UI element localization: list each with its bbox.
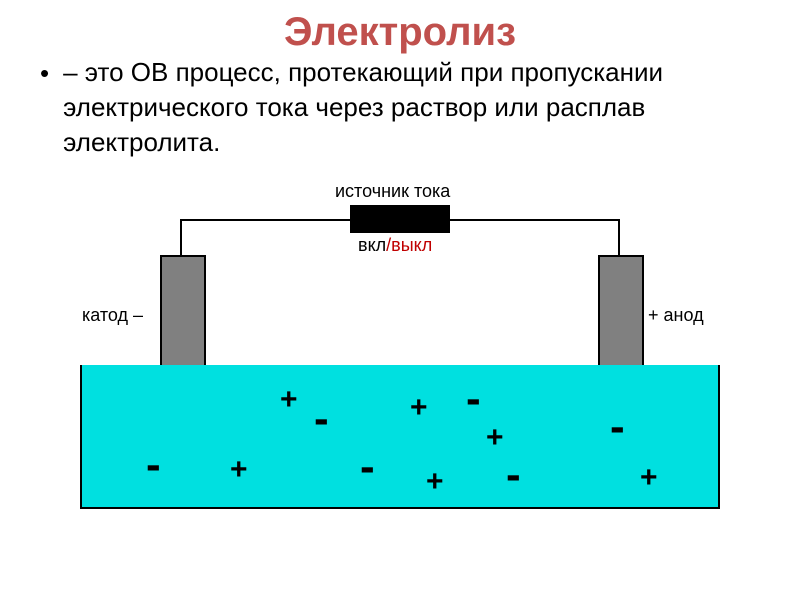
slide-title: Электролиз xyxy=(0,0,800,55)
anion-symbol: - xyxy=(146,443,161,487)
cation-symbol: + xyxy=(280,385,298,415)
bullet-row: • – это ОВ процесс, протекающий при проп… xyxy=(0,55,800,160)
bullet-text: – это ОВ процесс, протекающий при пропус… xyxy=(63,55,770,160)
cation-symbol: + xyxy=(230,455,248,485)
cation-symbol: + xyxy=(426,467,444,497)
anion-symbol: - xyxy=(360,445,375,489)
anion-symbol: - xyxy=(610,405,625,449)
cation-symbol: + xyxy=(410,393,428,423)
ions-layer: +-+-+--+-+-+ xyxy=(80,175,720,515)
cation-symbol: + xyxy=(640,463,658,493)
cation-symbol: + xyxy=(486,423,504,453)
slide: Электролиз • – это ОВ процесс, протекающ… xyxy=(0,0,800,600)
bullet-marker: • xyxy=(40,55,49,91)
electrolysis-diagram: источник тока вкл/выкл катод – + анод +-… xyxy=(80,175,720,515)
anion-symbol: - xyxy=(314,397,329,441)
anion-symbol: - xyxy=(506,453,521,497)
anion-symbol: - xyxy=(466,377,481,421)
